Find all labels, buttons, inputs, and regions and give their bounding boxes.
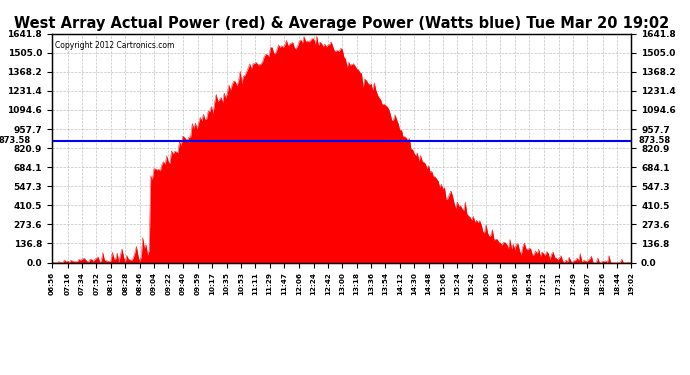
- Text: 873.58: 873.58: [0, 136, 31, 145]
- Title: West Array Actual Power (red) & Average Power (Watts blue) Tue Mar 20 19:02: West Array Actual Power (red) & Average …: [14, 16, 669, 31]
- Text: 873.58: 873.58: [638, 136, 671, 145]
- Text: Copyright 2012 Cartronics.com: Copyright 2012 Cartronics.com: [55, 40, 174, 50]
